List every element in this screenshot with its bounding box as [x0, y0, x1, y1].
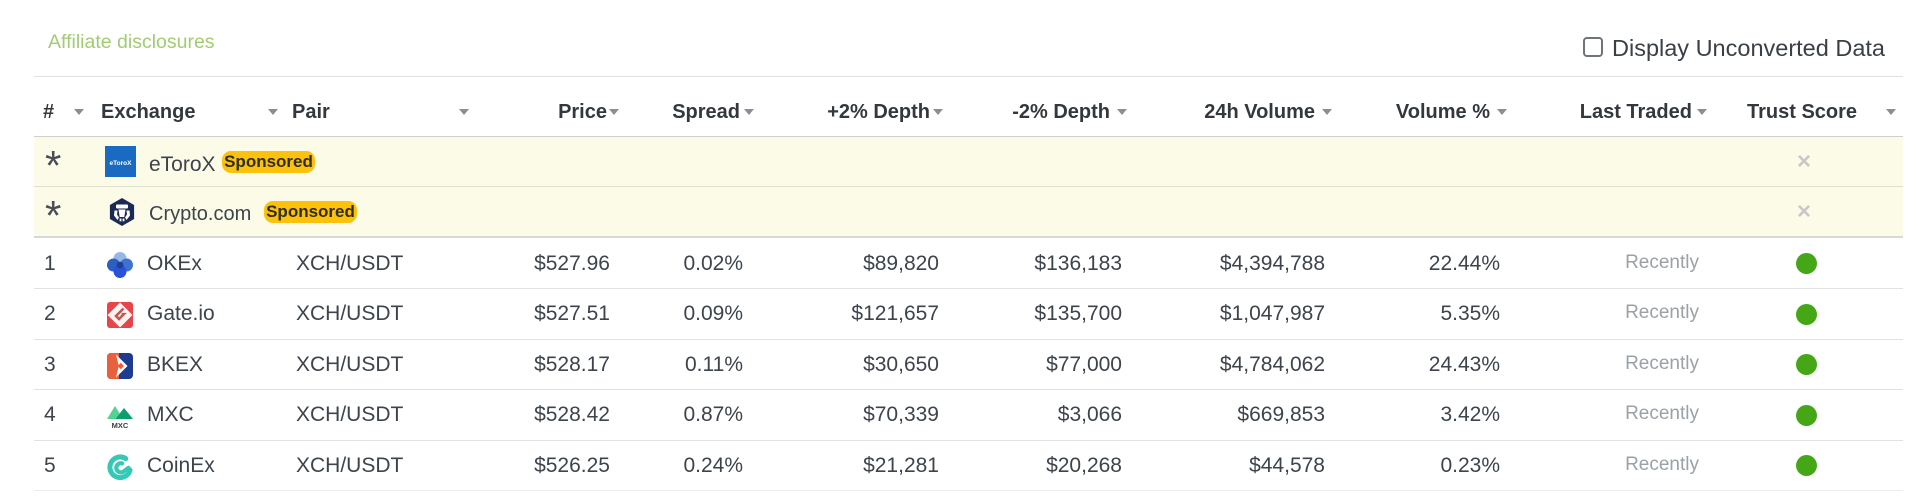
svg-text:eToroX: eToroX: [110, 160, 133, 167]
svg-text:MXC: MXC: [112, 421, 129, 430]
